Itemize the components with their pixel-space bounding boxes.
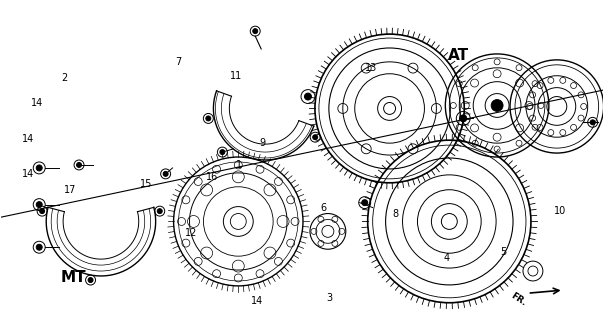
Text: 12: 12 xyxy=(185,228,197,238)
Text: 7: 7 xyxy=(176,57,182,67)
Text: 5: 5 xyxy=(500,247,507,257)
Text: 17: 17 xyxy=(65,185,77,195)
Text: 9: 9 xyxy=(260,138,266,148)
Text: 13: 13 xyxy=(365,63,378,73)
Text: 15: 15 xyxy=(140,179,152,189)
Circle shape xyxy=(252,29,258,34)
Circle shape xyxy=(36,244,42,250)
Text: 4: 4 xyxy=(443,253,449,263)
Text: MT: MT xyxy=(61,270,86,285)
Text: 14: 14 xyxy=(22,134,34,144)
Circle shape xyxy=(40,209,45,214)
Text: 14: 14 xyxy=(31,98,43,108)
Text: 14: 14 xyxy=(22,169,34,179)
Circle shape xyxy=(590,120,595,125)
Text: 2: 2 xyxy=(62,73,68,83)
Circle shape xyxy=(163,172,168,176)
Circle shape xyxy=(313,135,318,140)
Text: FR.: FR. xyxy=(509,291,528,308)
Circle shape xyxy=(304,93,312,100)
Text: 11: 11 xyxy=(230,71,242,81)
Circle shape xyxy=(36,202,42,208)
Circle shape xyxy=(206,116,211,121)
Circle shape xyxy=(362,200,368,206)
Text: AT: AT xyxy=(448,48,469,63)
Text: 14: 14 xyxy=(251,296,263,306)
Text: 10: 10 xyxy=(554,206,567,216)
Text: 1: 1 xyxy=(236,160,242,170)
Circle shape xyxy=(88,277,93,283)
Circle shape xyxy=(491,100,503,111)
Circle shape xyxy=(220,149,225,155)
Circle shape xyxy=(36,165,42,171)
Circle shape xyxy=(460,115,467,122)
Circle shape xyxy=(157,209,162,214)
Circle shape xyxy=(77,163,82,167)
Text: 3: 3 xyxy=(326,293,332,303)
Text: 8: 8 xyxy=(392,209,398,219)
Text: 6: 6 xyxy=(320,203,326,212)
Text: 16: 16 xyxy=(206,172,218,182)
